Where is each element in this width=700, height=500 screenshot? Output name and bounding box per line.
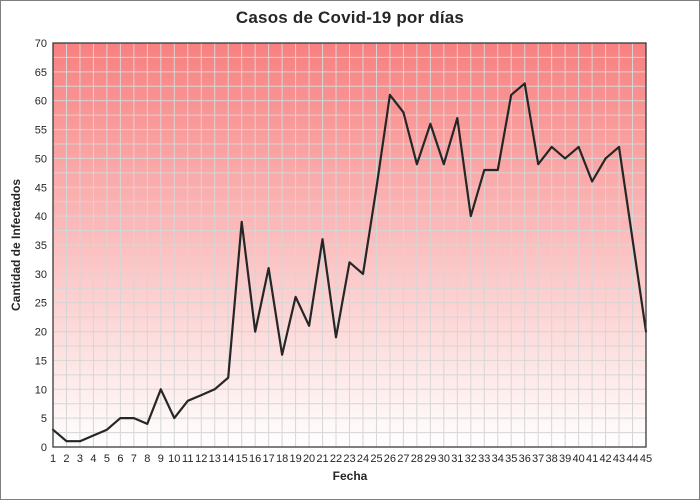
x-tick-label: 17 — [263, 453, 275, 465]
x-tick-label: 4 — [90, 453, 96, 465]
y-tick-label: 70 — [35, 38, 47, 50]
x-tick-label: 18 — [276, 453, 288, 465]
y-tick-label: 55 — [35, 125, 47, 137]
x-tick-label: 38 — [546, 453, 558, 465]
x-tick-label: 29 — [424, 453, 436, 465]
x-tick-label: 44 — [626, 453, 638, 465]
plot-border — [52, 42, 647, 448]
y-tick-label: 15 — [35, 355, 47, 367]
x-tick-label: 35 — [505, 453, 517, 465]
x-tick-label: 2 — [63, 453, 69, 465]
x-tick-label: 34 — [492, 453, 504, 465]
y-tick-label: 0 — [41, 442, 47, 454]
y-tick-label: 10 — [35, 384, 47, 396]
x-tick-label: 13 — [209, 453, 221, 465]
y-tick-label: 20 — [35, 327, 47, 339]
y-tick-label: 65 — [35, 67, 47, 79]
x-tick-label: 11 — [182, 453, 193, 465]
x-tick-label: 45 — [640, 453, 652, 465]
x-tick-label: 32 — [465, 453, 477, 465]
chart-title: Casos de Covid-19 por días — [235, 8, 465, 27]
y-tick-label: 50 — [35, 153, 47, 165]
y-tick-label: 45 — [35, 182, 47, 194]
x-tick-label: 36 — [519, 453, 531, 465]
x-tick-label: 23 — [343, 453, 355, 465]
x-tick-label: 27 — [397, 453, 409, 465]
x-tick-label: 25 — [370, 453, 382, 465]
x-tick-label: 8 — [144, 453, 150, 465]
x-tick-label: 9 — [158, 453, 164, 465]
x-tick-label: 10 — [168, 453, 180, 465]
x-tick-label: 28 — [411, 453, 423, 465]
x-tick-label: 7 — [131, 453, 137, 465]
x-tick-label: 31 — [451, 453, 463, 465]
x-tick-label: 43 — [613, 453, 625, 465]
y-tick-label: 60 — [35, 96, 47, 108]
x-tick-label: 19 — [289, 453, 301, 465]
x-tick-label: 26 — [384, 453, 396, 465]
x-tick-label: 3 — [77, 453, 83, 465]
y-tick-label: 40 — [35, 211, 47, 223]
x-tick-label: 20 — [303, 453, 315, 465]
x-tick-label: 1 — [50, 453, 56, 465]
y-tick-label: 35 — [35, 240, 47, 252]
y-tick-label: 30 — [35, 269, 47, 281]
y-tick-label: 5 — [41, 413, 47, 425]
x-tick-label: 24 — [357, 453, 369, 465]
x-tick-label: 21 — [316, 453, 328, 465]
x-tick-label: 12 — [195, 453, 207, 465]
x-tick-label: 14 — [222, 453, 234, 465]
x-tick-label: 15 — [236, 453, 248, 465]
x-tick-label: 30 — [438, 453, 450, 465]
x-tick-label: 37 — [532, 453, 544, 465]
x-axis-title: Fecha — [332, 469, 368, 483]
x-tick-label: 41 — [586, 453, 598, 465]
x-tick-label: 16 — [249, 453, 261, 465]
x-tick-label: 6 — [117, 453, 123, 465]
x-tick-label: 22 — [330, 453, 342, 465]
cases-data-line — [51, 82, 648, 443]
x-tick-label: 40 — [572, 453, 584, 465]
x-tick-label: 39 — [559, 453, 571, 465]
x-tick-label: 33 — [478, 453, 490, 465]
x-tick-label: 42 — [599, 453, 611, 465]
x-tick-label: 5 — [104, 453, 110, 465]
y-tick-label: 25 — [35, 298, 47, 310]
